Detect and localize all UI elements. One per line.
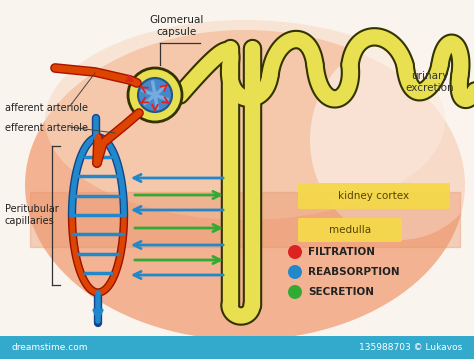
Text: SECRETION: SECRETION: [308, 287, 374, 297]
Text: afferent arteriole: afferent arteriole: [5, 103, 88, 113]
Text: Peritubular
capillaries: Peritubular capillaries: [5, 204, 59, 226]
Circle shape: [288, 265, 302, 279]
Text: FILTRATION: FILTRATION: [308, 247, 375, 257]
Ellipse shape: [25, 30, 465, 340]
Text: medulla: medulla: [329, 225, 371, 235]
Text: 135988703 © Lukavos: 135988703 © Lukavos: [359, 342, 462, 351]
FancyBboxPatch shape: [298, 183, 450, 209]
Ellipse shape: [45, 20, 445, 220]
Bar: [0, 336, 474, 359]
Ellipse shape: [310, 40, 474, 240]
Text: Glomerual
capsule: Glomerual capsule: [150, 15, 204, 37]
Circle shape: [138, 78, 172, 112]
Text: urinary
excretion: urinary excretion: [406, 71, 454, 93]
Circle shape: [288, 285, 302, 299]
Circle shape: [128, 68, 182, 122]
Text: REABSORPTION: REABSORPTION: [308, 267, 400, 277]
FancyBboxPatch shape: [298, 218, 402, 242]
Text: efferent arteriole: efferent arteriole: [5, 123, 88, 133]
Text: dreamstime.com: dreamstime.com: [12, 342, 89, 351]
Text: kidney cortex: kidney cortex: [338, 191, 410, 201]
Circle shape: [288, 245, 302, 259]
